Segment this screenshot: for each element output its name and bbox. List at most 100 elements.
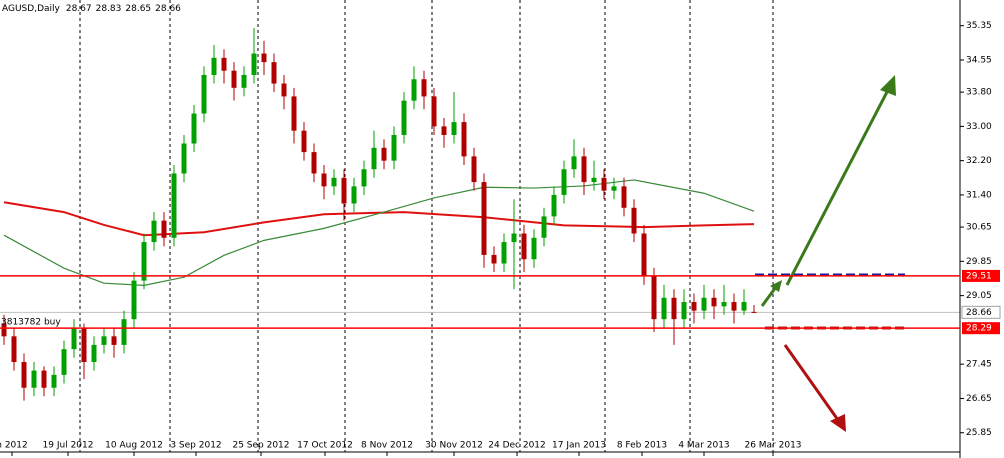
candle-body xyxy=(741,302,747,311)
y-tick-label: 29.85 xyxy=(966,257,992,267)
candle-body xyxy=(451,122,457,135)
candle-body xyxy=(171,173,177,238)
y-tick-label: 35.35 xyxy=(966,21,992,31)
candle-body xyxy=(41,370,47,388)
candle-body xyxy=(471,156,477,183)
candle-body xyxy=(241,74,247,88)
candle-body xyxy=(331,177,337,187)
y-tick-label: 30.65 xyxy=(966,223,992,233)
x-tick-label: 17 Oct 2012 xyxy=(297,441,353,451)
candle-body xyxy=(461,122,467,157)
candle-body xyxy=(161,220,167,238)
candle-body xyxy=(111,336,117,345)
candle-body xyxy=(191,113,197,144)
candle-body xyxy=(721,302,727,307)
candle-body xyxy=(121,319,127,345)
x-tick-label: 8 Nov 2012 xyxy=(361,441,413,451)
candle-body xyxy=(371,147,377,170)
candle-body xyxy=(51,374,57,388)
candle-body xyxy=(291,96,297,131)
candle-body xyxy=(671,297,677,320)
candle-body xyxy=(181,143,187,174)
candle-body xyxy=(601,177,607,191)
candle-body xyxy=(711,297,717,307)
level-label-box xyxy=(962,269,1000,282)
candle-body xyxy=(641,233,647,277)
candle-body xyxy=(201,74,207,114)
y-tick-label: 33.00 xyxy=(966,122,992,132)
y-tick-label: 27.45 xyxy=(966,360,992,370)
candle-body xyxy=(221,57,227,71)
candle-body xyxy=(71,327,77,350)
candle-body xyxy=(691,302,697,311)
candle-body xyxy=(411,79,417,101)
candle-body xyxy=(21,362,27,388)
candle-body xyxy=(731,302,737,311)
candle-body xyxy=(271,62,277,84)
y-tick-label: 31.40 xyxy=(966,190,992,200)
candle-body xyxy=(91,344,97,363)
low: 28.65 xyxy=(125,4,151,14)
candle-body xyxy=(631,207,637,234)
y-tick-label: 34.55 xyxy=(966,55,992,65)
candle-body xyxy=(281,83,287,97)
candle-body xyxy=(131,280,137,320)
x-tick-label: 10 Aug 2012 xyxy=(105,441,163,451)
level-label: 29.51 xyxy=(966,271,992,281)
candle-body xyxy=(481,182,487,255)
candle-body xyxy=(381,147,387,161)
candle-body xyxy=(421,79,427,97)
candle-body xyxy=(361,169,367,187)
candle-body xyxy=(581,156,587,183)
plot-area xyxy=(0,27,960,401)
x-tick-label: 3 Sep 2012 xyxy=(170,441,221,451)
open: 28.67 xyxy=(66,4,92,14)
order-label: 3813782 buy xyxy=(1,318,61,328)
candle-body xyxy=(251,53,257,75)
y-tick-label: 32.20 xyxy=(966,156,992,166)
candle-body xyxy=(61,349,67,375)
candle-body xyxy=(551,194,557,217)
arrow-up xyxy=(785,89,890,286)
candle-body xyxy=(261,53,267,63)
level-label-box xyxy=(962,322,1000,335)
candle-body xyxy=(401,100,407,135)
x-tick-label: n 2012 xyxy=(0,441,28,451)
candle-body xyxy=(541,216,547,238)
price-label-box xyxy=(961,305,1001,319)
candle-body xyxy=(661,297,667,320)
moving-average xyxy=(3,179,755,286)
candle-body xyxy=(511,233,517,243)
candle-body xyxy=(391,134,397,161)
arrow-short xyxy=(760,286,778,307)
candle-body xyxy=(501,242,507,264)
candle-body xyxy=(31,370,37,388)
y-tick-label: 26.65 xyxy=(966,394,992,404)
arrow-head xyxy=(770,280,782,292)
x-tick-label: 26 Mar 2013 xyxy=(744,441,801,451)
candle-body xyxy=(751,311,757,313)
arrow-head xyxy=(880,75,896,96)
candle-body xyxy=(101,336,107,345)
candle-body xyxy=(11,336,17,363)
x-tick-label: 4 Mar 2013 xyxy=(678,441,729,451)
candle-body xyxy=(611,186,617,191)
candle-body xyxy=(521,233,527,260)
candle-body xyxy=(491,254,497,264)
candle-body xyxy=(1,323,7,337)
candle-body xyxy=(651,276,657,320)
y-tick-label: 29.05 xyxy=(966,291,992,301)
candle-body xyxy=(701,297,707,311)
high: 28.83 xyxy=(96,4,122,14)
candle-body xyxy=(311,152,317,174)
x-tick-label: 24 Dec 2012 xyxy=(488,441,546,451)
x-tick-label: 8 Feb 2013 xyxy=(617,441,667,451)
candle-body xyxy=(571,156,577,170)
arrow-down xyxy=(783,344,840,421)
candle-body xyxy=(531,237,537,260)
candle-body xyxy=(141,242,147,281)
y-tick-label: 33.80 xyxy=(966,88,992,98)
candle-body xyxy=(231,70,237,88)
